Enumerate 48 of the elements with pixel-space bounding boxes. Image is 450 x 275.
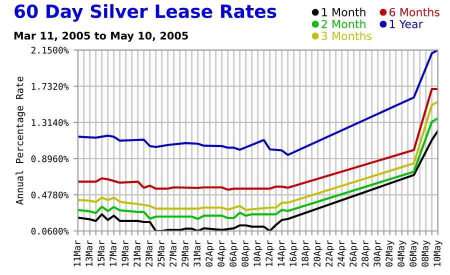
y-tick-label: 1.3140%: [32, 119, 69, 126]
legend-label: 3 Months: [322, 32, 372, 40]
x-tick-label: 22Apr: [326, 240, 334, 267]
y-tick-label: 0.8960%: [31, 155, 69, 162]
x-tick-label: 24Apr: [338, 240, 346, 267]
x-tick-label: 06Apr: [230, 240, 238, 267]
x-tick-label: 10Apr: [254, 240, 262, 266]
y-tick-label: 0.4780%: [31, 192, 69, 198]
x-tick-label: 10May: [434, 240, 442, 266]
x-tick-label: 25Mar: [158, 240, 164, 267]
x-tick-label: 23Mar: [146, 240, 152, 267]
legend-label: 1 Month: [322, 8, 366, 16]
legend-label: 1 Year: [390, 20, 423, 28]
x-tick-label: 04May: [398, 240, 406, 267]
x-tick-label: 15Mar: [98, 240, 104, 266]
y-axis-title: Annual Percentage Rate: [16, 76, 26, 205]
x-tick-label: 04Apr: [218, 240, 226, 267]
legend-label: 6 Months: [390, 8, 440, 16]
line-series: [78, 100, 438, 212]
x-tick-label: 18Apr: [302, 240, 310, 266]
line-series: [78, 117, 438, 220]
x-tick-label: 16Apr: [290, 240, 298, 266]
x-tick-label: 08May: [422, 240, 430, 267]
chart-title: 60 Day Silver Lease Rates: [14, 4, 276, 22]
x-tick-label: 08Apr: [242, 240, 250, 267]
x-tick-label: 12Apr: [266, 240, 274, 266]
x-tick-label: 19Mar: [122, 240, 128, 266]
legend-label: 2 Month: [322, 20, 366, 28]
x-tick-label: 27Mar: [170, 240, 176, 267]
chart-subtitle: Mar 11, 2005 to May 10, 2005: [14, 32, 188, 42]
x-tick-label: 13Mar: [86, 240, 92, 266]
x-tick-label: 06May: [410, 240, 418, 267]
x-tick-label: 20Apr: [314, 240, 322, 267]
x-tick-label: 02May: [386, 240, 394, 267]
x-tick-label: 28Apr: [362, 240, 370, 267]
x-tick-label: 11Mar: [74, 240, 80, 266]
y-tick-label: 2.1500%: [31, 46, 69, 54]
x-tick-label: 30Apr: [374, 240, 382, 267]
x-tick-label: 31Mar: [194, 240, 200, 267]
y-tick-label: 1.7320%: [32, 82, 69, 90]
x-tick-label: 26Apr: [350, 240, 358, 267]
x-tick-label: 02Apr: [206, 240, 214, 267]
y-tick-label: 0.0600%: [31, 228, 69, 235]
x-tick-label: 21Mar: [134, 240, 140, 267]
x-tick-label: 17Mar: [110, 240, 116, 266]
line-series: [78, 88, 438, 191]
x-tick-label: 29Mar: [182, 240, 188, 267]
x-tick-label: 14Apr: [278, 240, 286, 266]
